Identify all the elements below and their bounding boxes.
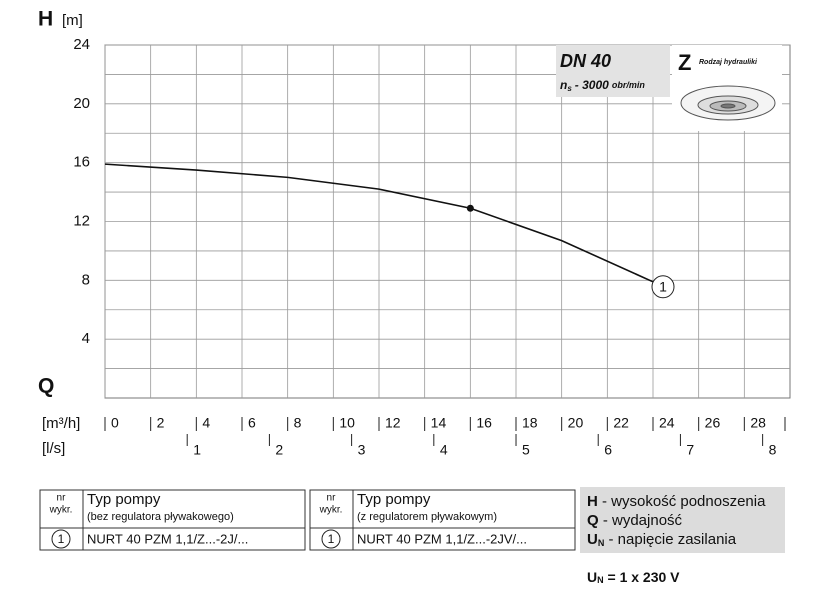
- table-head: wykr.: [49, 505, 73, 516]
- x2-tick-label: 8: [769, 442, 777, 458]
- voltage-sub: N: [597, 575, 604, 585]
- table-head: Typ pompy: [87, 491, 161, 508]
- legend-entry: Q - wydajność: [587, 512, 683, 529]
- legend-text: - wysokość podnoszenia: [598, 493, 766, 510]
- info-box: [556, 45, 670, 97]
- y-tick-label: 4: [82, 330, 90, 347]
- duty-point: [466, 204, 474, 212]
- x-tick-label: 2: [157, 415, 165, 431]
- x2-tick-label: 6: [604, 442, 612, 458]
- dn-label: DN 40: [560, 51, 611, 71]
- legend-symbol: H: [587, 493, 598, 510]
- curve-label-circle: [651, 275, 675, 299]
- speed: - 3000: [575, 78, 609, 92]
- x-tick-label: 28: [750, 415, 766, 431]
- table-head: (bez regulatora pływakowego): [87, 511, 234, 523]
- table-frame: [309, 489, 576, 551]
- y-tick-label: 16: [73, 154, 90, 171]
- y-tick-label: 20: [73, 95, 90, 112]
- y-tick-label: 8: [82, 271, 90, 288]
- x2-tick-label: 4: [440, 442, 448, 458]
- x-tick-label: 20: [568, 415, 584, 431]
- x-tick-label: 12: [385, 415, 401, 431]
- x-tick-label: 4: [202, 415, 210, 431]
- speed-unit: obr/min: [612, 80, 646, 90]
- table-head: Typ pompy: [357, 491, 431, 508]
- legend-text: - napięcie zasilania: [604, 531, 736, 548]
- table-head: nr: [327, 493, 337, 504]
- x2-tick-label: 1: [193, 442, 201, 458]
- x-tick-label: 18: [522, 415, 538, 431]
- y-symbol: H: [38, 8, 53, 31]
- x-tick-label: 14: [431, 415, 447, 431]
- x-unit: [m³/h]: [42, 415, 80, 432]
- x-symbol: Q: [38, 375, 54, 398]
- curve: [104, 163, 654, 283]
- n-sub: s: [567, 84, 572, 93]
- table-cell: 1: [58, 532, 65, 546]
- table-cell: 1: [328, 532, 335, 546]
- legend-box: [580, 487, 785, 553]
- x-tick-label: 16: [476, 415, 492, 431]
- hydraulics-code: Z: [678, 50, 691, 75]
- x-tick-label: 8: [294, 415, 302, 431]
- n: n: [560, 78, 567, 92]
- y-tick-label: 12: [73, 212, 90, 229]
- row-circle: [51, 529, 71, 549]
- voltage-symbol: U: [587, 569, 597, 585]
- table-cell: NURT 40 PZM 1,1/Z...-2JV/...: [357, 531, 527, 546]
- impeller-icon: [680, 85, 776, 121]
- voltage: UN = 1 x 230 V: [587, 569, 680, 586]
- table-head: (z regulatorem pływakowym): [357, 511, 497, 523]
- legend-entry: UN - napięcie zasilania: [587, 531, 737, 548]
- row-circle: [321, 529, 341, 549]
- x-tick-label: 0: [111, 415, 119, 431]
- x2-tick-label: 3: [358, 442, 366, 458]
- x2-tick-label: 5: [522, 442, 530, 458]
- table-head: nr: [57, 493, 67, 504]
- curve-label: 1: [659, 279, 667, 295]
- x-tick-label: 6: [248, 415, 256, 431]
- legend-sub: N: [598, 538, 605, 548]
- legend-symbol: Q: [587, 512, 599, 529]
- x-tick-label: 24: [659, 415, 675, 431]
- speed-label: ns - 3000 obr/min: [560, 78, 645, 93]
- voltage-text: = 1 x 230 V: [604, 569, 681, 585]
- table-cell: NURT 40 PZM 1,1/Z...-2J/...: [87, 531, 248, 546]
- y-tick-label: 24: [73, 36, 90, 53]
- table-head: wykr.: [319, 505, 343, 516]
- x2-unit: [l/s]: [42, 440, 65, 457]
- legend-entry: H - wysokość podnoszenia: [587, 493, 766, 510]
- table-frame: [39, 489, 306, 551]
- x-tick-label: 26: [705, 415, 721, 431]
- x2-tick-label: 2: [275, 442, 283, 458]
- y-unit: [m]: [62, 12, 83, 29]
- x-tick-label: 22: [613, 415, 629, 431]
- legend-symbol: U: [587, 531, 598, 548]
- x-tick-label: 10: [339, 415, 355, 431]
- x2-tick-label: 7: [686, 442, 694, 458]
- hydraulics-label: Rodzaj hydrauliki: [699, 59, 758, 66]
- legend-text: - wydajność: [599, 512, 683, 529]
